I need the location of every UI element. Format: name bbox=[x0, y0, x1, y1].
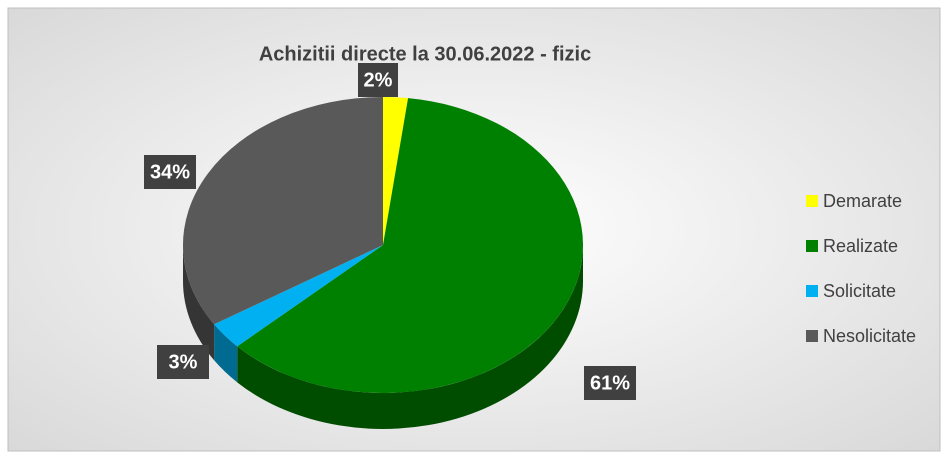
data-label: 61% bbox=[590, 372, 630, 394]
legend-label: Demarate bbox=[823, 191, 902, 211]
data-label: 2% bbox=[364, 69, 393, 91]
slice bbox=[237, 98, 583, 394]
slice-side bbox=[183, 245, 215, 361]
legend-label: Solicitate bbox=[823, 281, 896, 301]
legend-swatch bbox=[806, 330, 818, 342]
slice bbox=[383, 97, 409, 245]
slice bbox=[183, 97, 383, 325]
slice-side bbox=[237, 245, 583, 429]
slice-side bbox=[214, 324, 238, 383]
data-label: 34% bbox=[150, 161, 190, 183]
data-label-box bbox=[157, 345, 209, 379]
data-label-box bbox=[358, 63, 398, 97]
slice bbox=[214, 245, 383, 347]
data-label: 3% bbox=[169, 351, 198, 373]
legend-label: Realizate bbox=[823, 236, 898, 256]
data-label-box bbox=[144, 155, 196, 189]
data-label-box bbox=[584, 366, 636, 400]
legend-swatch bbox=[806, 195, 818, 207]
legend-swatch bbox=[806, 285, 818, 297]
legend-swatch bbox=[806, 240, 818, 252]
legend-label: Nesolicitate bbox=[823, 326, 916, 346]
chart-title: Achizitii directe la 30.06.2022 - fizic bbox=[259, 43, 591, 65]
